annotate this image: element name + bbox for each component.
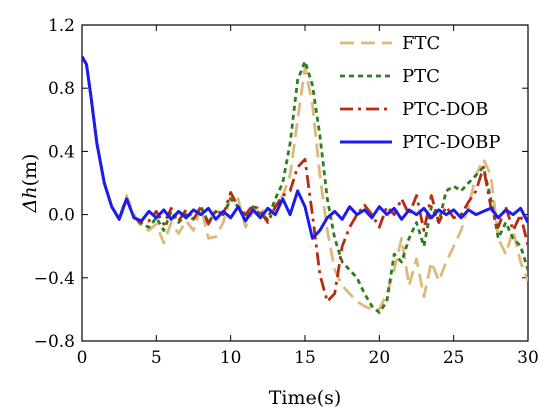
legend-label-ptc-dob: PTC-DOB — [402, 99, 488, 120]
y-tick-label: 0.4 — [48, 142, 75, 162]
x-tick-label: 20 — [369, 348, 391, 368]
x-tick-label: 15 — [294, 348, 316, 368]
y-axis-label: Δh(m) — [19, 154, 41, 214]
y-axis-label-prefix: Δ — [19, 199, 41, 214]
legend: FTC PTC PTC-DOB PTC-DOBP — [340, 33, 501, 153]
y-tick-label: 0.0 — [48, 206, 75, 226]
legend-label-ptc: PTC — [402, 66, 440, 87]
y-tick-label: 1.2 — [48, 16, 75, 36]
series-line-ptc-dobp — [82, 55, 528, 240]
legend-label-ptc-dobp: PTC-DOBP — [402, 132, 501, 153]
x-tick-label: 30 — [517, 348, 539, 368]
series-line-ptc — [82, 55, 528, 315]
y-axis-label-unit: (m) — [19, 154, 41, 187]
y-axis-label-var: h — [19, 186, 41, 198]
x-tick-label: 0 — [77, 348, 88, 368]
series-line-ftc — [82, 55, 528, 311]
y-tick-label: −0.4 — [34, 269, 75, 289]
x-tick-label: 25 — [443, 348, 465, 368]
legend-label-ftc: FTC — [402, 33, 440, 54]
series-group — [82, 55, 528, 315]
x-axis-label: Time(s) — [269, 387, 342, 409]
y-tick-label: 0.8 — [48, 79, 75, 99]
x-tick-label: 10 — [220, 348, 242, 368]
y-tick-label: −0.8 — [34, 332, 75, 352]
series-line-ptc-dob — [82, 55, 528, 303]
x-tick-label: 5 — [151, 348, 162, 368]
axis-ticks: 0 5 10 15 20 25 30 −0.8 −0.4 0.0 0.4 0.8 1.2 — [34, 16, 539, 368]
